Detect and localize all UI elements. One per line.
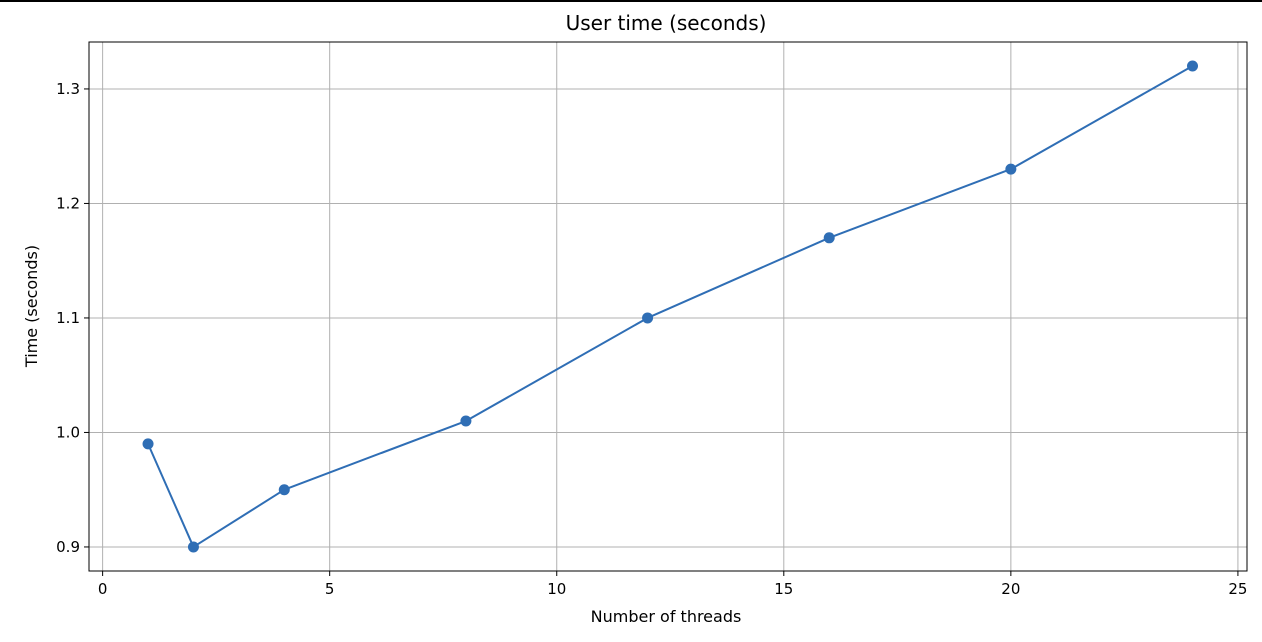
x-tick-label: 0 — [98, 580, 108, 598]
data-point — [823, 232, 835, 244]
y-tick-label: 1.0 — [56, 423, 80, 441]
top-border-rule — [0, 0, 1262, 2]
series-layer — [142, 60, 1199, 553]
x-tick-label: 25 — [1228, 580, 1247, 598]
y-tick-label: 1.2 — [56, 194, 80, 212]
x-axis-label: Number of threads — [591, 607, 742, 626]
grid-lines — [89, 42, 1247, 571]
x-axis-ticks: 0 5 10 15 20 25 — [98, 571, 1247, 598]
y-tick-label: 0.9 — [56, 538, 80, 556]
series-line — [147, 65, 1193, 548]
data-point — [278, 484, 290, 496]
data-point — [142, 438, 154, 450]
x-tick-label: 10 — [547, 580, 566, 598]
chart-title: User time (seconds) — [566, 11, 767, 35]
y-tick-label: 1.1 — [56, 309, 80, 327]
x-tick-label: 20 — [1001, 580, 1020, 598]
data-point — [1187, 60, 1199, 72]
data-point — [460, 415, 472, 427]
y-axis-ticks: 0.9 1.0 1.1 1.2 1.3 — [56, 80, 89, 556]
y-tick-label: 1.3 — [56, 80, 80, 98]
data-point — [642, 312, 654, 324]
plot-area-frame — [88, 41, 1248, 572]
data-point — [1005, 163, 1017, 175]
y-axis-label: Time (seconds) — [22, 245, 41, 368]
x-tick-label: 5 — [325, 580, 335, 598]
data-point — [187, 541, 199, 553]
x-tick-label: 15 — [774, 580, 793, 598]
